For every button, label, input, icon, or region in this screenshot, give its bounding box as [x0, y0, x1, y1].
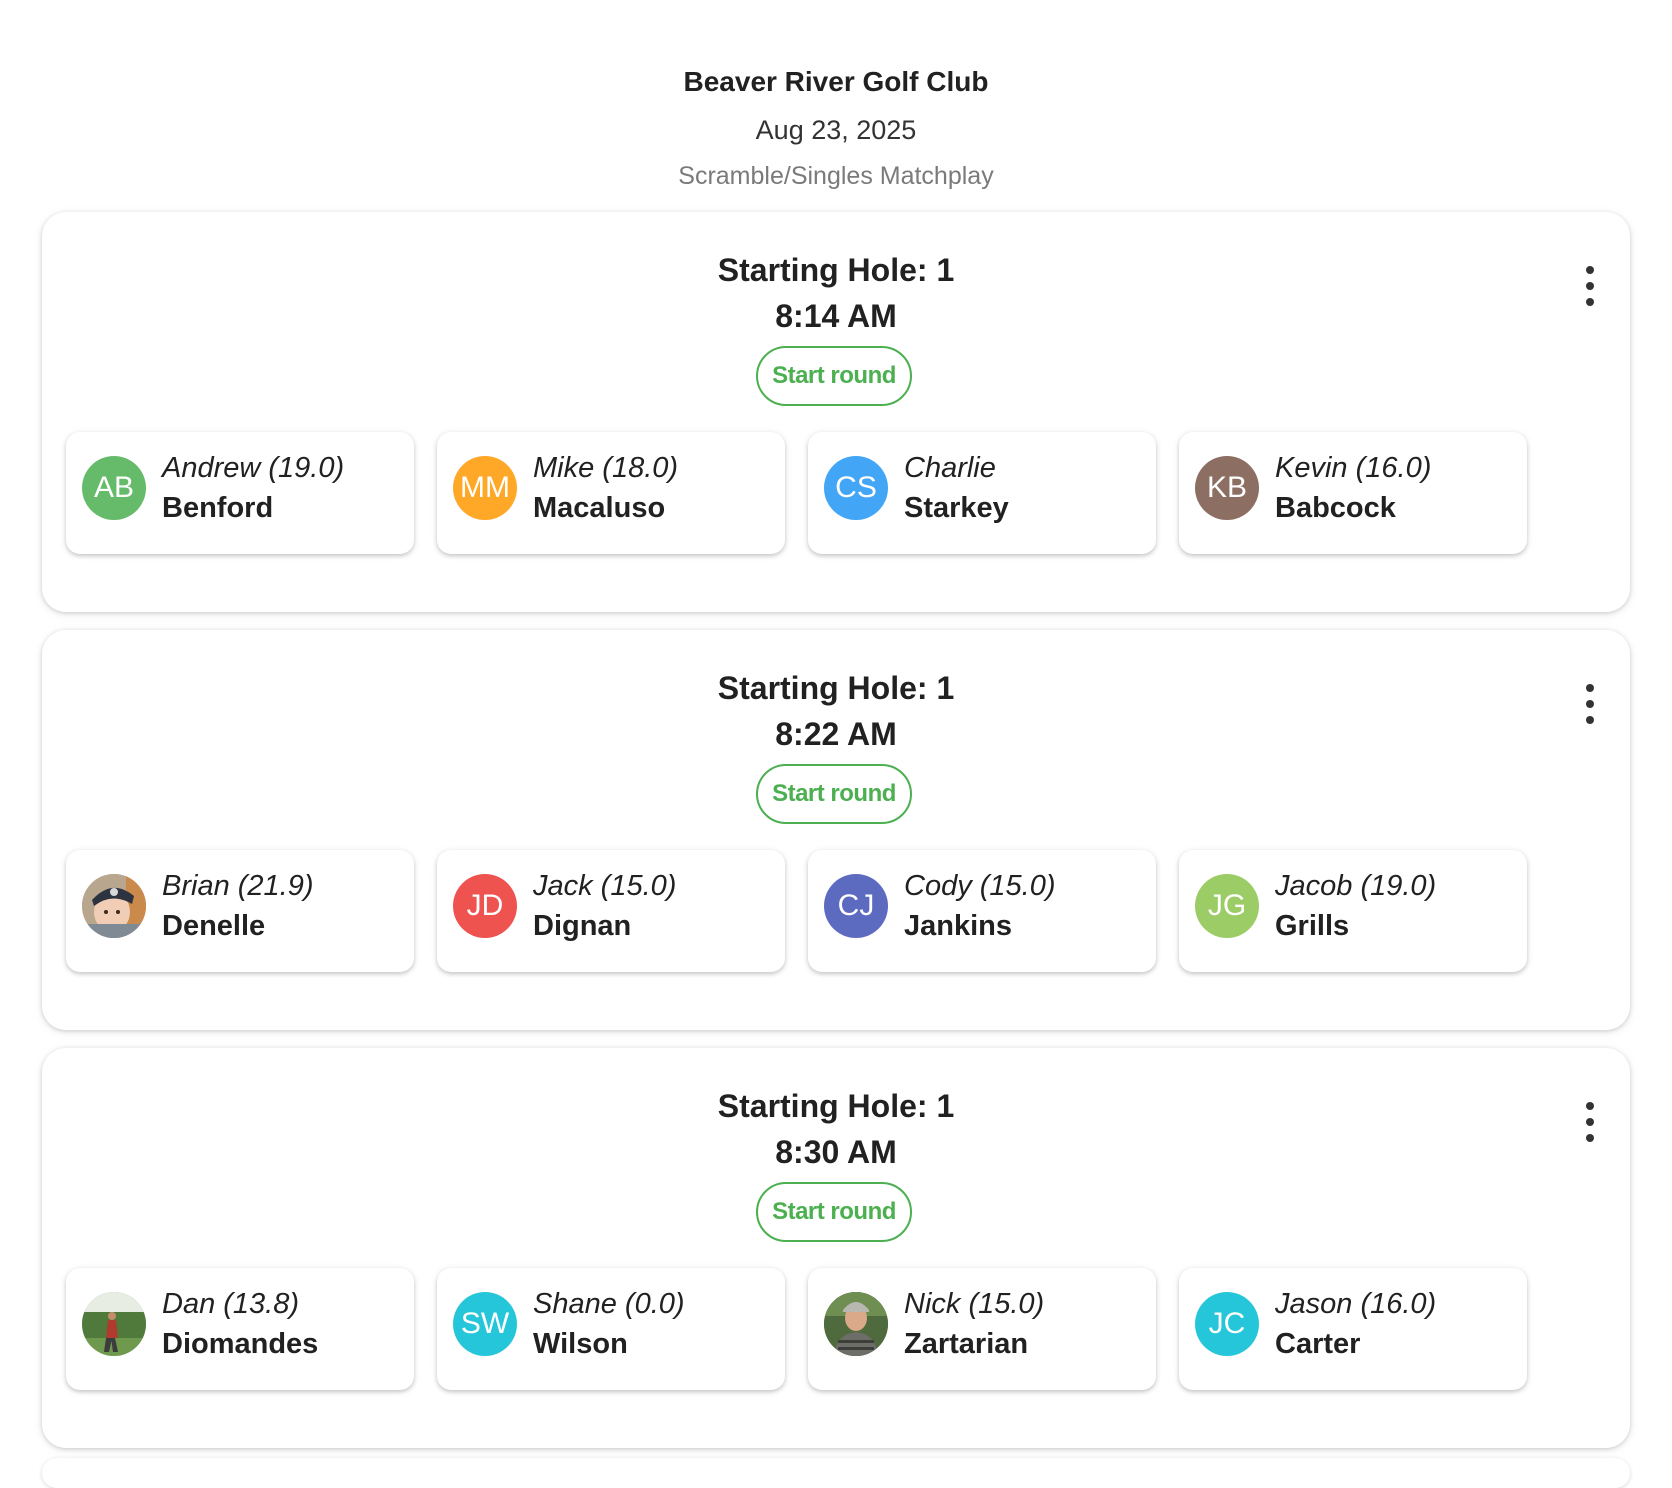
menu-dot [1586, 1134, 1594, 1142]
player-first-name-handicap: Andrew (19.0) [162, 452, 345, 484]
player-initials-avatar: MM [453, 456, 517, 520]
starting-hole: Starting Hole: 1 [717, 670, 955, 706]
player-card[interactable]: AB Andrew (19.0) Benford [66, 432, 414, 554]
player-last-name: Benford [162, 492, 274, 524]
player-photo-avatar [824, 1292, 888, 1356]
starting-hole: Starting Hole: 1 [717, 252, 955, 288]
player-initials-avatar: JG [1195, 874, 1259, 938]
player-initials-avatar: JC [1195, 1292, 1259, 1356]
event-date: Aug 23, 2025 [755, 115, 917, 145]
player-card[interactable]: Nick (15.0) Zartarian [808, 1268, 1156, 1390]
player-card[interactable]: SW Shane (0.0) Wilson [437, 1268, 785, 1390]
menu-dot [1586, 266, 1594, 274]
player-first-name-handicap: Brian (21.9) [162, 870, 314, 902]
player-first-name-handicap: Nick (15.0) [904, 1288, 1045, 1320]
tee-groups-list: Starting Hole: 1 8:14 AM Start round AB Andr… [42, 212, 1630, 1466]
tee-time: 8:22 AM [775, 716, 897, 752]
player-first-name-handicap: Charlie [904, 452, 996, 484]
player-initials-avatar: JD [453, 874, 517, 938]
player-last-name: Jankins [904, 910, 1012, 942]
player-card[interactable]: MM Mike (18.0) Macaluso [437, 432, 785, 554]
player-photo-avatar [82, 1292, 146, 1356]
player-card[interactable]: JC Jason (16.0) Carter [1179, 1268, 1527, 1390]
player-card[interactable]: CS Charlie Starkey [808, 432, 1156, 554]
start-round-button[interactable]: Start round [756, 764, 912, 824]
player-last-name: Macaluso [533, 492, 666, 524]
player-first-name-handicap: Kevin (16.0) [1275, 452, 1432, 484]
player-last-name: Zartarian [904, 1328, 1029, 1360]
event-format: Scramble/Singles Matchplay [678, 162, 994, 190]
more-vert-icon[interactable] [1570, 1098, 1610, 1146]
player-initials-avatar: AB [82, 456, 146, 520]
player-card[interactable]: KB Kevin (16.0) Babcock [1179, 432, 1527, 554]
player-card[interactable]: JG Jacob (19.0) Grills [1179, 850, 1527, 972]
player-photo-avatar [82, 874, 146, 938]
menu-dot [1586, 282, 1594, 290]
player-card[interactable]: JD Jack (15.0) Dignan [437, 850, 785, 972]
player-first-name-handicap: Shane (0.0) [533, 1288, 685, 1320]
player-last-name: Starkey [904, 492, 1009, 524]
player-last-name: Grills [1275, 910, 1350, 942]
player-list: Brian (21.9) Denelle JD Jack (15.0) Dignan CJ… [66, 850, 1606, 974]
menu-dot [1586, 716, 1594, 724]
menu-dot [1586, 1102, 1594, 1110]
club-name: Beaver River Golf Club [683, 66, 989, 97]
start-round-button[interactable]: Start round [756, 1182, 912, 1242]
menu-dot [1586, 700, 1594, 708]
next-group-card-edge [42, 1458, 1630, 1488]
player-first-name-handicap: Mike (18.0) [533, 452, 679, 484]
player-last-name: Diomandes [162, 1328, 319, 1360]
player-first-name-handicap: Cody (15.0) [904, 870, 1056, 902]
menu-dot [1586, 1118, 1594, 1126]
player-last-name: Denelle [162, 910, 266, 942]
tee-time: 8:30 AM [775, 1134, 897, 1170]
player-last-name: Wilson [533, 1328, 628, 1360]
player-last-name: Babcock [1275, 492, 1396, 524]
tee-group-card: Starting Hole: 1 8:22 AM Start round Brian … [42, 630, 1630, 1030]
player-first-name-handicap: Dan (13.8) [162, 1288, 300, 1320]
player-card[interactable]: Brian (21.9) Denelle [66, 850, 414, 972]
player-last-name: Carter [1275, 1328, 1361, 1360]
event-header: Beaver River Golf Club Aug 23, 2025 Scra… [0, 0, 1672, 194]
player-initials-avatar: KB [1195, 456, 1259, 520]
player-first-name-handicap: Jacob (19.0) [1275, 870, 1437, 902]
tee-group-card: Starting Hole: 1 8:14 AM Start round AB Andr… [42, 212, 1630, 612]
player-initials-avatar: SW [453, 1292, 517, 1356]
player-list: AB Andrew (19.0) Benford MM Mike (18.0) Macal… [66, 432, 1606, 556]
tee-time: 8:14 AM [775, 298, 897, 334]
menu-dot [1586, 298, 1594, 306]
player-first-name-handicap: Jason (16.0) [1275, 1288, 1437, 1320]
tee-group-card: Starting Hole: 1 8:30 AM Start round Dan (1… [42, 1048, 1630, 1448]
player-initials-avatar: CS [824, 456, 888, 520]
more-vert-icon[interactable] [1570, 680, 1610, 728]
more-vert-icon[interactable] [1570, 262, 1610, 310]
start-round-button[interactable]: Start round [756, 346, 912, 406]
starting-hole: Starting Hole: 1 [717, 1088, 955, 1124]
menu-dot [1586, 684, 1594, 692]
player-initials-avatar: CJ [824, 874, 888, 938]
player-last-name: Dignan [533, 910, 632, 942]
player-list: Dan (13.8) Diomandes SW Shane (0.0) Wilson Ni… [66, 1268, 1606, 1392]
player-first-name-handicap: Jack (15.0) [533, 870, 677, 902]
player-card[interactable]: Dan (13.8) Diomandes [66, 1268, 414, 1390]
player-card[interactable]: CJ Cody (15.0) Jankins [808, 850, 1156, 972]
